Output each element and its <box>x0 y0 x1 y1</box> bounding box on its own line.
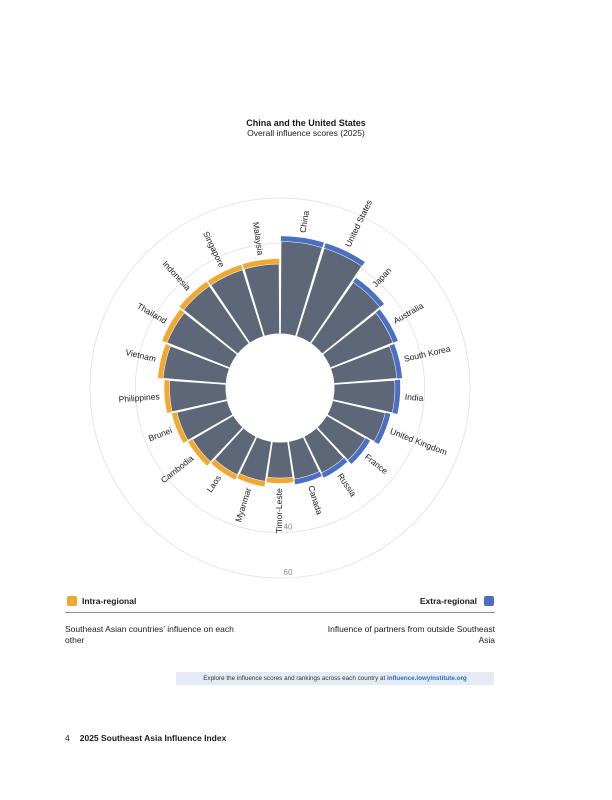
label-indonesia: Indonesia <box>160 259 193 293</box>
bar-laos <box>213 427 257 476</box>
bar-russia <box>303 427 345 474</box>
bar-timor-leste <box>266 440 294 479</box>
bar-india <box>332 379 396 414</box>
page-number: 4 <box>65 733 70 743</box>
bar-singapore <box>209 268 265 344</box>
bar-china <box>279 240 324 337</box>
bar-united-kingdom <box>326 399 387 443</box>
label-thailand: Thailand <box>135 301 168 326</box>
outline-united-kingdom <box>374 412 391 445</box>
label-south-korea: South Korea <box>403 343 452 363</box>
bar-south-korea <box>329 345 398 385</box>
bar-myanmar <box>238 436 273 483</box>
bar-indonesia <box>182 285 251 355</box>
gridline-40 <box>134 242 426 534</box>
label-india: India <box>405 392 424 403</box>
outline-vietnam <box>157 343 171 379</box>
outline-singapore <box>207 264 243 285</box>
bar-cambodia <box>191 414 244 463</box>
outline-russia <box>321 457 348 478</box>
outline-timor-leste <box>266 477 294 484</box>
label-canada: Canada <box>306 484 324 516</box>
bar-brunei <box>176 399 234 442</box>
intra-regional-swatch <box>67 596 77 606</box>
chart-title: China and the United States <box>246 118 366 128</box>
outline-france <box>347 438 371 465</box>
bar-thailand <box>166 311 239 369</box>
intra-regional-description: Southeast Asian countries’ influence on … <box>65 624 234 645</box>
bar-canada <box>287 436 321 480</box>
label-russia: Russia <box>336 471 359 498</box>
outline-indonesia <box>179 281 210 310</box>
explore-link[interactable]: influence.lowyinstitute.org <box>386 675 467 682</box>
label-vietnam: Vietnam <box>125 347 157 364</box>
publication-title: 2025 Southeast Asia Influence Index <box>79 733 227 743</box>
outline-cambodia <box>188 439 211 466</box>
label-singapore: Singapore <box>201 230 227 269</box>
chart-subtitle: Overall influence scores (2025) <box>247 128 365 138</box>
label-brunei: Brunei <box>147 425 174 443</box>
label-united-kingdom: United Kingdom <box>389 426 449 457</box>
label-timor-leste: Timor-Leste <box>274 488 284 533</box>
bar-australia <box>321 311 394 369</box>
outline-japan <box>353 277 385 308</box>
label-china: China <box>298 210 311 234</box>
gridline-label-40: 40 <box>284 523 293 532</box>
legend-divider <box>65 612 495 613</box>
bar-vietnam <box>162 345 231 385</box>
bar-malaysia <box>243 263 281 337</box>
extra-regional-label: Extra-regional <box>419 596 477 606</box>
extra-regional-description: Influence of partners from outside South… <box>327 624 495 645</box>
gridline-60 <box>89 197 471 579</box>
outline-india <box>392 379 401 415</box>
label-philippines: Philippines <box>118 391 160 404</box>
outline-china <box>280 236 324 248</box>
bar-philippines <box>168 379 228 413</box>
explore-text: Explore the influence scores and ranking… <box>203 675 387 682</box>
label-laos: Laos <box>205 473 224 494</box>
outline-australia <box>375 309 398 343</box>
extra-regional-swatch <box>484 596 494 606</box>
label-myanmar: Myanmar <box>233 486 253 523</box>
intra-regional-label: Intra-regional <box>82 596 137 606</box>
outline-south-korea <box>389 343 403 379</box>
bar-united-states <box>295 247 363 344</box>
bar-france <box>316 414 367 462</box>
outline-brunei <box>171 412 188 443</box>
label-malaysia: Malaysia <box>251 221 266 256</box>
outline-thailand <box>162 309 185 343</box>
outline-malaysia <box>242 258 280 270</box>
label-united-states: United States <box>343 198 374 248</box>
gridline-label-60: 60 <box>284 568 293 577</box>
outline-canada <box>294 471 322 485</box>
outline-united-states <box>324 243 365 267</box>
outline-laos <box>211 459 238 480</box>
explore-banner: Explore the influence scores and ranking… <box>176 672 494 685</box>
label-cambodia: Cambodia <box>159 453 196 485</box>
label-france: France <box>363 452 390 476</box>
bar-japan <box>309 281 381 355</box>
outline-philippines <box>164 380 172 414</box>
page-footer: 4 2025 Southeast Asia Influence Index <box>65 733 226 743</box>
outline-myanmar <box>237 473 266 487</box>
